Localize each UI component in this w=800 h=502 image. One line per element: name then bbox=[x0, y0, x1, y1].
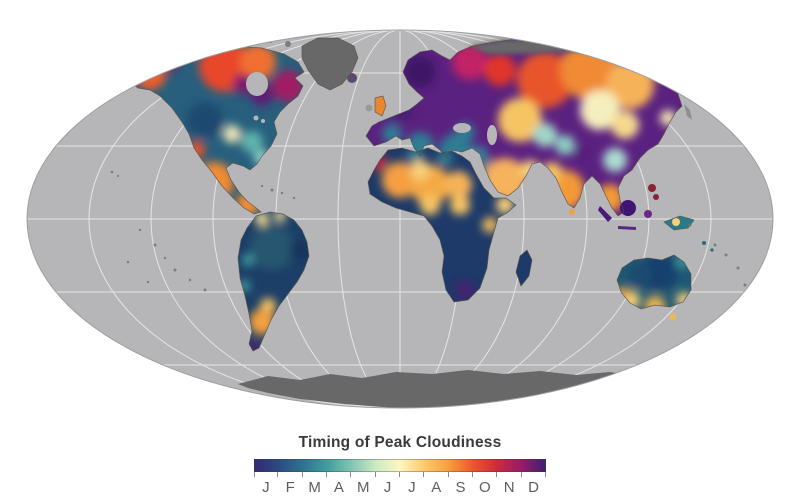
ireland bbox=[365, 104, 373, 112]
sumatra bbox=[598, 206, 612, 222]
month-label: J bbox=[408, 479, 417, 496]
month-label: M bbox=[308, 479, 322, 496]
month-label: A bbox=[431, 479, 442, 496]
world-map bbox=[26, 29, 774, 409]
tasmania bbox=[669, 313, 677, 321]
continent-africa bbox=[368, 148, 532, 302]
colorbar-tick bbox=[254, 472, 255, 477]
month-label: J bbox=[383, 479, 392, 496]
new-zealand-south bbox=[729, 318, 738, 330]
colorbar-ticks bbox=[254, 472, 546, 478]
colorbar bbox=[254, 459, 546, 472]
colorbar-tick bbox=[399, 472, 400, 477]
black-sea bbox=[453, 123, 471, 133]
colorbar-tick bbox=[423, 472, 425, 477]
colorbar-tick bbox=[301, 472, 303, 477]
colorbar-tick bbox=[447, 472, 449, 477]
month-label: J bbox=[262, 479, 271, 496]
colorbar-tick bbox=[374, 472, 376, 477]
graticule bbox=[27, 30, 773, 408]
month-label: O bbox=[479, 479, 492, 496]
month-label: S bbox=[455, 479, 467, 496]
sulawesi bbox=[644, 210, 652, 218]
new-zealand-north bbox=[736, 304, 744, 316]
fiji bbox=[702, 241, 706, 245]
sri-lanka bbox=[569, 209, 575, 215]
legend-title: Timing of Peak Cloudiness bbox=[298, 434, 502, 451]
colorbar-tick bbox=[277, 472, 279, 477]
colorbar-tick bbox=[496, 472, 498, 477]
month-label: F bbox=[285, 479, 296, 496]
colorbar-tick bbox=[545, 472, 546, 477]
japan bbox=[684, 104, 692, 120]
philippines bbox=[648, 184, 656, 192]
month-label: A bbox=[333, 479, 345, 496]
caspian-sea bbox=[487, 125, 497, 145]
colorbar-tick bbox=[472, 472, 473, 477]
continent-south-america bbox=[238, 212, 309, 351]
colorbar-tick bbox=[326, 472, 327, 477]
java bbox=[618, 226, 636, 230]
month-label: M bbox=[356, 479, 370, 496]
colorbar-tick bbox=[520, 472, 522, 477]
colorbar-tick bbox=[350, 472, 352, 477]
month-label: N bbox=[503, 479, 516, 496]
hudson-bay bbox=[246, 72, 268, 96]
month-label: D bbox=[528, 479, 540, 496]
